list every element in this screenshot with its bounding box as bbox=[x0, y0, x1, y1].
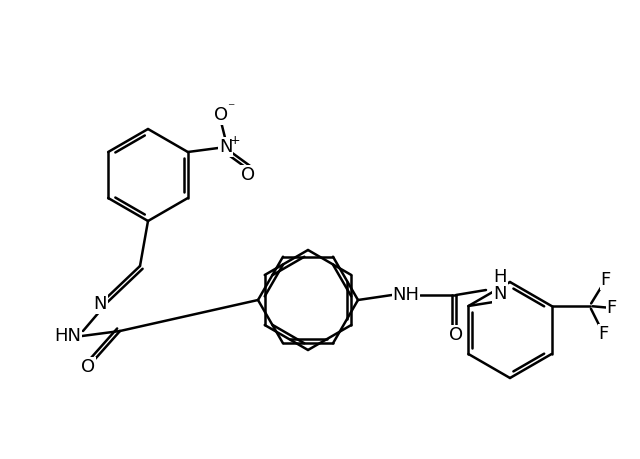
Text: F: F bbox=[598, 325, 609, 343]
Text: O: O bbox=[81, 358, 95, 376]
Text: +: + bbox=[230, 134, 240, 147]
Text: F: F bbox=[607, 299, 617, 317]
Text: O: O bbox=[449, 326, 463, 344]
Text: O: O bbox=[241, 166, 255, 184]
Text: N: N bbox=[219, 138, 232, 156]
Text: O: O bbox=[214, 106, 228, 124]
Text: F: F bbox=[600, 271, 611, 289]
Text: N: N bbox=[93, 295, 107, 313]
Text: HN: HN bbox=[54, 327, 81, 345]
Text: N: N bbox=[493, 285, 507, 303]
Text: H: H bbox=[493, 268, 507, 286]
Text: ⁻: ⁻ bbox=[227, 101, 234, 115]
Text: NH: NH bbox=[392, 286, 419, 304]
